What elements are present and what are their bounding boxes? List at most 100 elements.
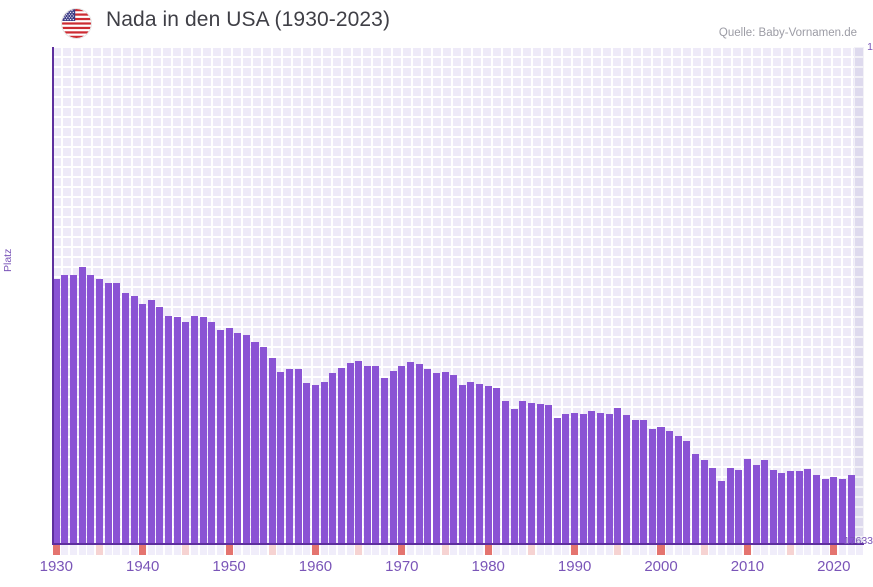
bar (389, 371, 397, 544)
x-tick-minor (692, 545, 700, 555)
x-tick-minor (605, 545, 613, 555)
bar (847, 475, 855, 544)
x-tick-major (571, 545, 579, 555)
x-tick-minor (441, 545, 449, 555)
x-tick-minor (562, 545, 570, 555)
bar (329, 372, 337, 544)
x-axis-line (52, 543, 864, 545)
no-data-band (854, 47, 864, 544)
bar (372, 365, 380, 544)
x-tick-minor (147, 545, 155, 555)
x-tick-major (484, 545, 492, 555)
x-tick-minor (355, 545, 363, 555)
bar (242, 335, 250, 544)
x-tick-major (657, 545, 665, 555)
x-tick-minor (761, 545, 769, 555)
x-tick-minor (130, 545, 138, 555)
x-tick-minor (251, 545, 259, 555)
bar (165, 316, 173, 544)
bar (320, 381, 328, 544)
x-tick-minor (406, 545, 414, 555)
x-tick-major (830, 545, 838, 555)
x-tick-minor (173, 545, 181, 555)
x-tick-major (52, 545, 60, 555)
x-tick-minor (208, 545, 216, 555)
bar (640, 420, 648, 544)
x-tick-label: 1960 (298, 558, 333, 575)
x-tick-minor (165, 545, 173, 555)
x-tick-minor (683, 545, 691, 555)
x-tick-minor (769, 545, 777, 555)
x-tick-label: 1930 (39, 558, 73, 575)
bar (484, 385, 492, 544)
x-tick-minor (622, 545, 630, 555)
x-tick-minor (856, 545, 864, 555)
bar (735, 469, 743, 544)
x-tick-minor (95, 545, 104, 555)
bar (225, 327, 233, 544)
bar (432, 373, 440, 544)
y-axis-title: Platz (2, 248, 14, 272)
x-tick-minor (303, 545, 311, 555)
x-tick-minor (286, 545, 294, 555)
x-tick-minor (121, 545, 129, 555)
x-tick-minor (821, 545, 829, 555)
bar (467, 382, 475, 544)
bar (579, 413, 587, 544)
bar (493, 388, 501, 544)
x-tick-minor (735, 545, 743, 555)
bar (804, 469, 812, 544)
bar (147, 300, 155, 544)
x-tick-minor (838, 545, 846, 555)
x-tick-minor (545, 545, 553, 555)
bar (787, 471, 795, 544)
x-tick-minor (234, 545, 242, 555)
x-tick-minor (614, 545, 622, 555)
x-tick-minor (666, 545, 674, 555)
bar (52, 278, 60, 544)
x-tick-minor (804, 545, 812, 555)
x-tick-minor (389, 545, 397, 555)
x-tick-label: 2010 (730, 558, 765, 575)
plot-area (52, 47, 864, 544)
bar (199, 317, 207, 544)
x-tick-minor (363, 545, 371, 555)
bar (251, 341, 259, 544)
y-tick-label-bottom: 17633 (843, 535, 873, 547)
bar (830, 476, 838, 544)
x-tick-minor (320, 545, 328, 555)
x-tick-label: 2020 (817, 558, 851, 575)
x-tick-minor (553, 545, 561, 555)
x-tick-major (225, 545, 233, 555)
bar (286, 368, 294, 544)
x-tick-minor (778, 545, 786, 555)
bar (683, 441, 691, 544)
bar-series (52, 47, 864, 544)
x-tick-minor (674, 545, 682, 555)
x-tick-major (139, 545, 147, 555)
bar (510, 408, 518, 544)
x-tick-minor (458, 545, 466, 555)
bar (234, 333, 242, 544)
bar (113, 282, 121, 544)
bar (458, 384, 466, 544)
bar (78, 266, 86, 544)
bar (838, 479, 846, 544)
x-tick-minor (709, 545, 717, 555)
bar (553, 417, 561, 544)
x-tick-label: 1950 (212, 558, 246, 575)
bar (61, 274, 69, 544)
bar (692, 453, 700, 544)
x-tick-minor (597, 545, 605, 555)
bar (761, 460, 769, 544)
x-tick-minor (191, 545, 199, 555)
bar (424, 368, 432, 544)
x-tick-label: 1990 (557, 558, 592, 575)
bar (268, 358, 276, 544)
x-tick-minor (78, 545, 86, 555)
x-tick-minor (424, 545, 432, 555)
bar (476, 384, 484, 544)
x-tick-minor (588, 545, 596, 555)
x-tick-minor (795, 545, 803, 555)
